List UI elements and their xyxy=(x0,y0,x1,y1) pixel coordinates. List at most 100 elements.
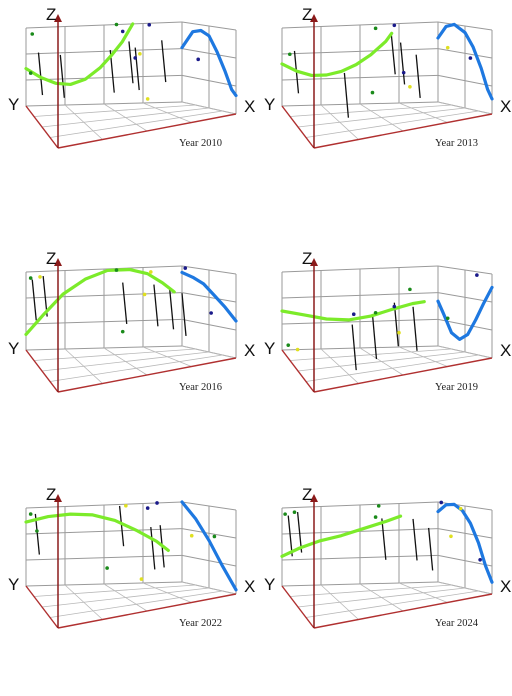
scatter-point xyxy=(114,22,119,27)
x-axis-line xyxy=(313,357,493,393)
z-axis-label: Z xyxy=(46,485,56,504)
x-axis-label: X xyxy=(244,577,255,596)
scatter-point xyxy=(449,534,453,539)
grid-line xyxy=(437,554,493,567)
panel-year-2013: Z Y X Year 2013 xyxy=(256,0,512,216)
scatter-point xyxy=(392,304,397,309)
scatter-point xyxy=(373,515,378,519)
grid-line xyxy=(181,74,237,87)
panel-year-2016: Z Y X Year 2016 xyxy=(0,244,256,460)
drop-line xyxy=(427,527,434,571)
drop-line xyxy=(381,518,387,560)
grid-line xyxy=(25,48,183,55)
y-axis-label: Y xyxy=(8,575,19,594)
chart-svg: Z Y X Year 2013 xyxy=(264,5,511,149)
grid-line xyxy=(281,48,439,55)
floor-grid-line xyxy=(297,351,466,372)
y-axis-line xyxy=(281,105,315,149)
grid-line xyxy=(437,292,493,303)
grid-line xyxy=(281,74,439,81)
drop-line xyxy=(412,518,418,561)
scatter-point xyxy=(408,84,412,89)
drop-line xyxy=(150,527,156,570)
scatter-point xyxy=(397,330,401,335)
grid-line xyxy=(281,292,439,299)
floor-grid-line xyxy=(297,107,466,128)
scatter-point xyxy=(212,534,217,539)
scatter-point xyxy=(105,566,109,570)
scatter-point xyxy=(196,57,200,62)
panel-year-2010: Z Y X Year 2010 xyxy=(0,0,256,216)
grid-line xyxy=(437,21,493,31)
scatter-point xyxy=(145,506,150,510)
scatter-point xyxy=(124,503,128,508)
drop-line xyxy=(161,40,167,83)
drop-line xyxy=(37,52,44,96)
drop-line xyxy=(296,512,303,553)
scatter-point xyxy=(28,71,33,75)
scatter-point xyxy=(133,56,137,60)
scatter-point xyxy=(478,557,482,562)
scatter-point xyxy=(445,45,450,50)
chart-title: Year 2019 xyxy=(435,382,478,393)
y-axis-line xyxy=(25,349,59,393)
chart-title: Year 2016 xyxy=(179,382,222,393)
chart-svg: Z Y X Year 2016 xyxy=(8,249,255,393)
grid-line xyxy=(437,528,493,539)
z-axis-label: Z xyxy=(46,5,56,24)
chart-title: Year 2013 xyxy=(435,138,478,149)
z-axis-arrow xyxy=(54,14,62,22)
drop-line xyxy=(351,324,357,371)
z-axis-label: Z xyxy=(302,5,312,24)
drop-line xyxy=(168,287,175,330)
scatter-point xyxy=(458,506,463,511)
grid-line xyxy=(281,501,439,509)
drop-line xyxy=(390,33,396,75)
z-axis-label: Z xyxy=(302,485,312,504)
series-blue-curve xyxy=(180,270,238,323)
chart-title: Year 2010 xyxy=(179,138,222,149)
scatter-point xyxy=(149,270,153,274)
floor-grid-line xyxy=(41,351,210,372)
floor-grid-line xyxy=(305,110,479,138)
z-axis-label: Z xyxy=(46,249,56,268)
grid-line xyxy=(181,48,237,59)
floor-grid-line xyxy=(33,584,196,597)
floor-grid-line xyxy=(33,104,196,117)
floor-grid-line xyxy=(49,590,223,618)
scatter-point xyxy=(147,23,152,27)
chart-title: Year 2024 xyxy=(435,618,479,629)
grid-line xyxy=(281,554,439,561)
grid-line xyxy=(181,21,237,31)
series-blue-curve xyxy=(436,22,494,101)
x-axis-label: X xyxy=(500,341,511,360)
floor-grid-line xyxy=(41,107,210,128)
scatter-point xyxy=(142,292,147,297)
y-axis-label: Y xyxy=(8,339,19,358)
scatter-point xyxy=(283,512,287,516)
series-green-curve xyxy=(280,300,426,322)
z-axis-arrow xyxy=(310,494,318,502)
scatter-point xyxy=(38,275,42,279)
drop-line xyxy=(153,284,159,327)
drop-line xyxy=(415,54,421,98)
drop-line xyxy=(181,293,187,336)
scatter-point xyxy=(295,347,300,352)
x-axis-label: X xyxy=(244,341,255,360)
series-blue-curve xyxy=(436,285,494,341)
drop-line xyxy=(31,279,37,321)
panel-year-2022: Z Y X Year 2022 xyxy=(0,480,256,696)
grid-line xyxy=(25,21,183,29)
y-axis-label: Y xyxy=(264,575,275,594)
floor-grid-line xyxy=(289,104,452,117)
chart-grid: Z Y X Year 2010 Z Y X Year 2013 Z Y X Year 2016 Z… xyxy=(0,0,512,629)
floor-grid-line xyxy=(289,348,452,361)
grid-line xyxy=(25,554,183,561)
z-axis-arrow xyxy=(310,258,318,266)
scatter-point xyxy=(145,97,150,101)
floor-grid-line xyxy=(49,110,223,138)
floor-grid-line xyxy=(305,354,479,382)
grid-line xyxy=(281,318,439,325)
x-axis-label: X xyxy=(500,577,511,596)
grid-line xyxy=(25,528,183,535)
